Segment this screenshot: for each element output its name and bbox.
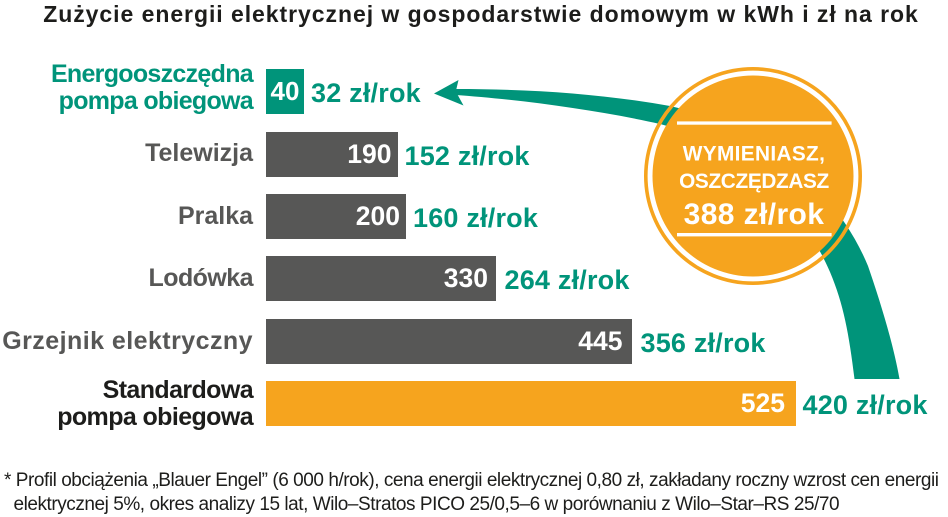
svg-text:OSZCZĘDZASZ: OSZCZĘDZASZ [679, 170, 829, 193]
svg-text:388 zł/rok: 388 zł/rok [684, 198, 825, 231]
svg-text:WYMIENIASZ,: WYMIENIASZ, [683, 143, 826, 166]
